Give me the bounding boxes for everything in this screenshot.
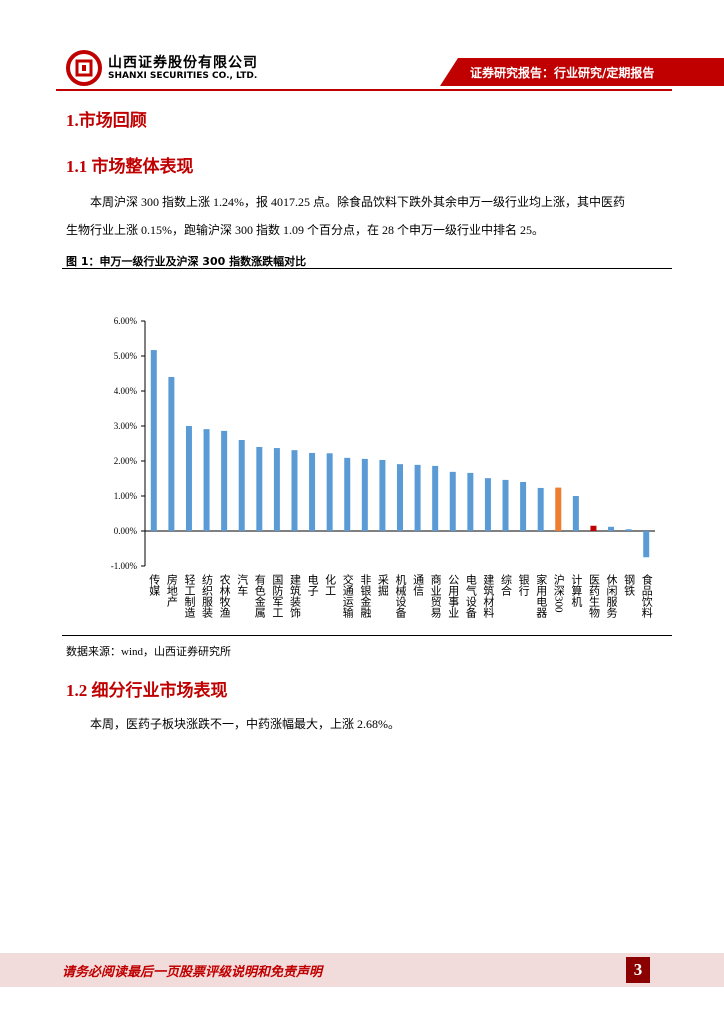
report-type: 证券研究报告：行业研究/定期报告 (470, 66, 655, 80)
x-tick-label: 农林牧渔 (218, 573, 231, 619)
bar (238, 440, 245, 531)
bar (291, 450, 298, 531)
bar (537, 487, 544, 531)
bar (520, 482, 527, 531)
bar (344, 457, 351, 531)
bar (221, 430, 228, 531)
bar (467, 472, 474, 531)
x-tick-label: 综合 (500, 573, 512, 596)
banner (440, 58, 724, 86)
x-tick-label: 非银金融 (359, 574, 372, 619)
bar (484, 478, 491, 531)
section-title: 1.2 细分行业市场表现 (66, 681, 228, 700)
bar (326, 453, 333, 531)
x-tick-label: 银行 (517, 573, 530, 597)
x-tick-label: 电子 (306, 574, 319, 596)
x-tick-label: 休闲服务 (605, 574, 618, 618)
page-number: 3 (626, 957, 650, 983)
x-tick-label: 通信 (412, 574, 425, 597)
x-tick-label: 交通运输 (341, 573, 354, 619)
bar (150, 350, 157, 531)
bar (185, 426, 192, 531)
section-title: 1.市场回顾 (66, 111, 147, 130)
disclaimer: 请务必阅读最后一页股票评级说明和免责声明 (62, 964, 323, 979)
paragraph: 本周沪深 300 指数上涨 1.24%，报 4017.25 点。除食品饮料下跌外… (66, 195, 625, 237)
bar (361, 458, 368, 531)
x-tick-label: 食品饮料 (640, 573, 653, 619)
bar (572, 496, 579, 531)
figure-caption: 图 1：申万一级行业及沪深 300 指数涨跌幅对比 (66, 255, 307, 268)
y-tick-label: 1.00% (114, 491, 138, 501)
bar (168, 377, 175, 531)
bar (502, 479, 509, 531)
bar (273, 448, 280, 531)
company-cn: 山西证券股份有限公司 (108, 55, 258, 71)
y-tick-label: 6.00% (114, 316, 138, 326)
y-tick-label: 5.00% (114, 351, 138, 361)
x-tick-label: 国防军工 (271, 574, 284, 618)
x-tick-label: 计算机 (570, 574, 583, 607)
x-tick-label: 建筑装饰 (288, 573, 301, 618)
y-tick-label: 2.00% (114, 456, 138, 466)
bar (309, 452, 316, 531)
paragraph: 本周，医药子板块涨跌不一，中药涨幅最大，上涨 2.68%。 (90, 717, 400, 731)
bar (397, 464, 403, 531)
bar (643, 531, 650, 558)
x-tick-label: 传媒 (148, 574, 161, 597)
x-tick-label: 轻工制造 (183, 573, 196, 618)
figure-rule (62, 635, 672, 636)
bar (414, 464, 421, 531)
x-tick-label: 房地产 (165, 574, 178, 608)
bar (449, 471, 456, 531)
x-tick-label: 有色金属 (253, 573, 266, 619)
x-tick-label: 汽车 (236, 573, 249, 597)
x-tick-label: 采掘 (376, 574, 389, 597)
x-tick-label: 机械设备 (394, 573, 407, 619)
x-tick-label: 商业贸易 (429, 573, 442, 619)
bar (625, 529, 632, 531)
y-tick-label: 3.00% (114, 421, 138, 431)
x-tick-label: 医药生物 (587, 574, 600, 618)
bar (432, 465, 439, 531)
x-tick-label: 纺织服装 (201, 573, 214, 619)
bar (379, 459, 386, 531)
chart: -1.00% 0.00% 1.00% 2.00% 3.00% 4.00% 5.00% 6.00… (111, 316, 655, 619)
logo (66, 50, 102, 86)
x-tick-label: 沪深300 (552, 573, 565, 613)
x-tick-label: 建筑材料 (482, 573, 495, 619)
bar (203, 429, 210, 531)
y-tick-label: 0.00% (114, 526, 138, 536)
bar (256, 447, 263, 531)
bar (555, 487, 562, 531)
bar (590, 525, 597, 531)
section-title: 1.1 市场整体表现 (66, 157, 194, 176)
x-tick-label: 电气设备 (464, 574, 477, 619)
company-en: SHANXI SECURITIES CO., LTD. (108, 71, 258, 81)
footer-bar (0, 953, 724, 987)
x-tick-label: 钢铁 (623, 574, 636, 596)
x-tick-label: 公用事业 (447, 574, 460, 618)
x-tick-label: 家用电器 (535, 573, 548, 619)
header-rule (56, 89, 672, 91)
y-tick-label: 4.00% (114, 386, 138, 396)
figure-source: 数据来源：wind，山西证券研究所 (66, 646, 231, 658)
x-tick-label: 化工 (324, 573, 337, 596)
bar (608, 526, 615, 531)
figure-rule (62, 268, 672, 269)
y-tick-label: -1.00% (111, 561, 138, 571)
